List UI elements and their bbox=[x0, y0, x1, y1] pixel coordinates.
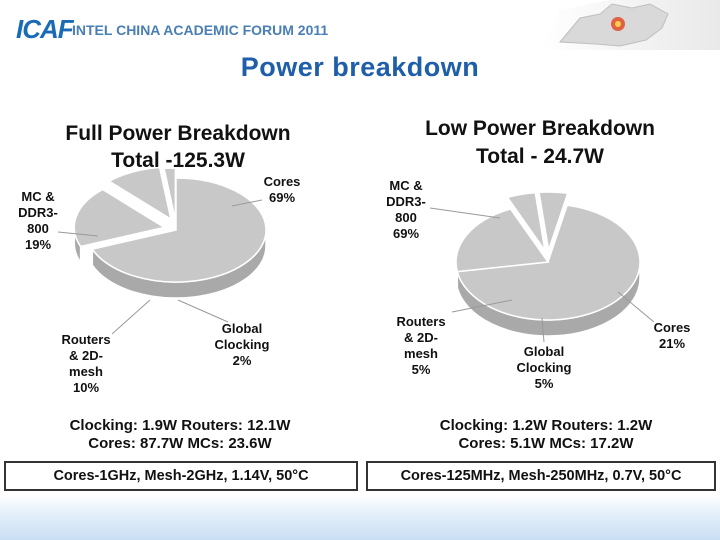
low-power-label-mc-ddr3-800: MC & DDR3-800 69% bbox=[386, 178, 426, 241]
forum-name: INTEL CHINA ACADEMIC FORUM 2011 bbox=[72, 22, 329, 38]
icaf-logo: ICAF bbox=[16, 14, 74, 44]
full-power-slice-global-clocking bbox=[163, 167, 177, 221]
low-power-chart: Low Power Breakdown Total - 24.7W MC & DDR3… bbox=[386, 117, 690, 391]
slide-title: Power breakdown bbox=[0, 52, 720, 83]
full-power-slice-mc-ddr3-800 bbox=[73, 188, 167, 265]
full-power-slice-routers-2d-mesh bbox=[107, 166, 173, 221]
low-power-label-global-clocking: Global Clocking 5% bbox=[517, 344, 572, 391]
low-power-stats-line-2: Cores: 5.1W MCs: 17.2W bbox=[458, 435, 634, 452]
low-power-label-routers-2d-mesh: Routers & 2D-mesh 5% bbox=[396, 314, 445, 377]
full-power-label-global-clocking: Global Clocking 2% bbox=[215, 321, 270, 368]
full-power-leader-routers-2d-mesh bbox=[111, 299, 151, 335]
low-power-conditions: Cores-125MHz, Mesh-250MHz, 0.7V, 50°C bbox=[366, 461, 716, 491]
full-power-chart: Full Power Breakdown Total -125.3W Cores 69… bbox=[18, 122, 300, 395]
low-power-stats: Clocking: 1.2W Routers: 1.2W Cores: 5.1W… bbox=[396, 417, 696, 453]
footer-band bbox=[0, 496, 720, 540]
slide-title-text: Power breakdown bbox=[240, 52, 480, 82]
full-power-stats: Clocking: 1.9W Routers: 12.1W Cores: 87.… bbox=[30, 417, 330, 453]
low-power-chart-title: Low Power Breakdown bbox=[425, 117, 655, 140]
full-power-label-cores: Cores 69% bbox=[264, 174, 301, 205]
full-power-chart-subtitle: Total -125.3W bbox=[111, 149, 245, 172]
low-power-leader-mc-ddr3-800 bbox=[429, 207, 501, 219]
full-power-label-routers-2d-mesh: Routers & 2D-mesh 10% bbox=[61, 332, 110, 395]
full-power-chart-title: Full Power Breakdown bbox=[65, 122, 290, 145]
low-power-stats-line-1: Clocking: 1.2W Routers: 1.2W bbox=[439, 417, 653, 434]
china-map-decoration bbox=[540, 0, 720, 50]
full-power-slice-cores bbox=[91, 177, 267, 299]
full-power-leader-mc-ddr3-800 bbox=[57, 231, 99, 237]
low-power-slice-global-clocking bbox=[538, 191, 569, 251]
full-power-conditions: Cores-1GHz, Mesh-2GHz, 1.14V, 50°C bbox=[4, 461, 358, 491]
full-power-leader-global-clocking bbox=[177, 299, 229, 323]
full-power-stats-line-1: Clocking: 1.9W Routers: 12.1W bbox=[69, 417, 291, 434]
low-power-slice-routers-2d-mesh bbox=[506, 191, 546, 251]
full-power-label-mc-ddr3-800: MC & DDR3-800 19% bbox=[18, 189, 58, 252]
full-power-leader-cores bbox=[231, 199, 263, 207]
low-power-leader-routers-2d-mesh bbox=[451, 299, 513, 313]
low-power-label-cores: Cores 21% bbox=[654, 320, 691, 351]
low-power-leader-global-clocking bbox=[541, 317, 545, 343]
low-power-slice-cores bbox=[455, 208, 550, 288]
low-power-chart-subtitle: Total - 24.7W bbox=[476, 145, 604, 168]
full-power-stats-line-2: Cores: 87.7W MCs: 23.6W bbox=[88, 435, 272, 452]
slide-header: ICAF INTEL CHINA ACADEMIC FORUM 2011 bbox=[0, 0, 720, 50]
low-power-leader-cores bbox=[617, 291, 655, 323]
